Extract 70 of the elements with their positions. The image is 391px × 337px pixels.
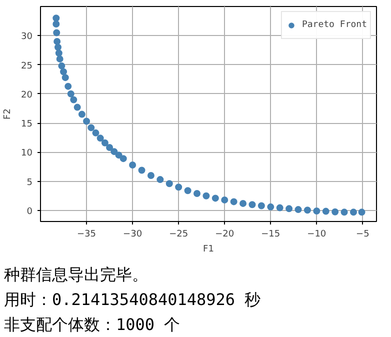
x-tick-label: −25 (169, 230, 188, 240)
point (106, 144, 114, 151)
point (276, 204, 284, 212)
point (78, 110, 86, 118)
point (350, 208, 357, 216)
y-tick-label: 15 (21, 120, 32, 130)
point (147, 172, 154, 179)
point (202, 192, 210, 200)
point (62, 74, 69, 82)
point (193, 190, 200, 198)
x-tick-label: −5 (356, 230, 370, 240)
point (52, 20, 60, 28)
point (267, 203, 274, 210)
x-tick-label: −30 (123, 230, 142, 240)
y-axis-title: F2 (3, 108, 14, 120)
point (58, 62, 66, 70)
point (52, 14, 60, 22)
y-tick-label: 20 (21, 90, 33, 100)
point (248, 201, 256, 208)
x-tick-label: −15 (261, 230, 280, 240)
point (74, 104, 81, 111)
text: 用时：0.21413540840148926 秒 (4, 290, 261, 309)
point (340, 208, 348, 216)
x-tick-label: −35 (77, 230, 96, 240)
point (120, 155, 127, 162)
point (221, 196, 228, 204)
point (54, 44, 62, 51)
point (55, 50, 62, 57)
point (115, 152, 122, 159)
y-tick-label: 30 (21, 32, 33, 42)
point (129, 161, 136, 168)
point (230, 198, 238, 206)
point (92, 129, 100, 136)
point (294, 206, 302, 214)
point (70, 96, 78, 104)
legend-label: Pareto Front (302, 20, 367, 30)
point (110, 148, 118, 156)
y-tick-label: 0 (26, 206, 33, 217)
point (156, 176, 164, 184)
point (96, 134, 104, 142)
y-tick-label: 5 (26, 178, 33, 188)
y-tick-label: 10 (21, 148, 33, 159)
point (101, 139, 108, 146)
point (313, 208, 320, 215)
text: 种群信息导出完毕。 (4, 265, 148, 284)
point (67, 90, 74, 98)
point (184, 187, 192, 194)
point (88, 124, 95, 132)
point (286, 205, 293, 212)
point (54, 38, 61, 45)
point (304, 206, 311, 214)
text: 非支配个体数：1000 个 (4, 315, 180, 334)
x-axis-title: F1 (203, 244, 214, 254)
point (258, 202, 265, 210)
point (166, 180, 173, 188)
point (60, 68, 68, 76)
point (53, 29, 60, 36)
x-tick-label: −10 (307, 230, 326, 240)
point (83, 118, 90, 125)
point (138, 166, 146, 174)
point (212, 194, 219, 202)
point (175, 184, 182, 191)
point (64, 82, 72, 90)
point (358, 208, 366, 216)
x-tick-label: −20 (215, 230, 234, 240)
y-tick-label: 25 (21, 61, 32, 72)
point (332, 208, 339, 216)
point (240, 200, 247, 207)
point (56, 55, 64, 62)
point (322, 208, 330, 215)
